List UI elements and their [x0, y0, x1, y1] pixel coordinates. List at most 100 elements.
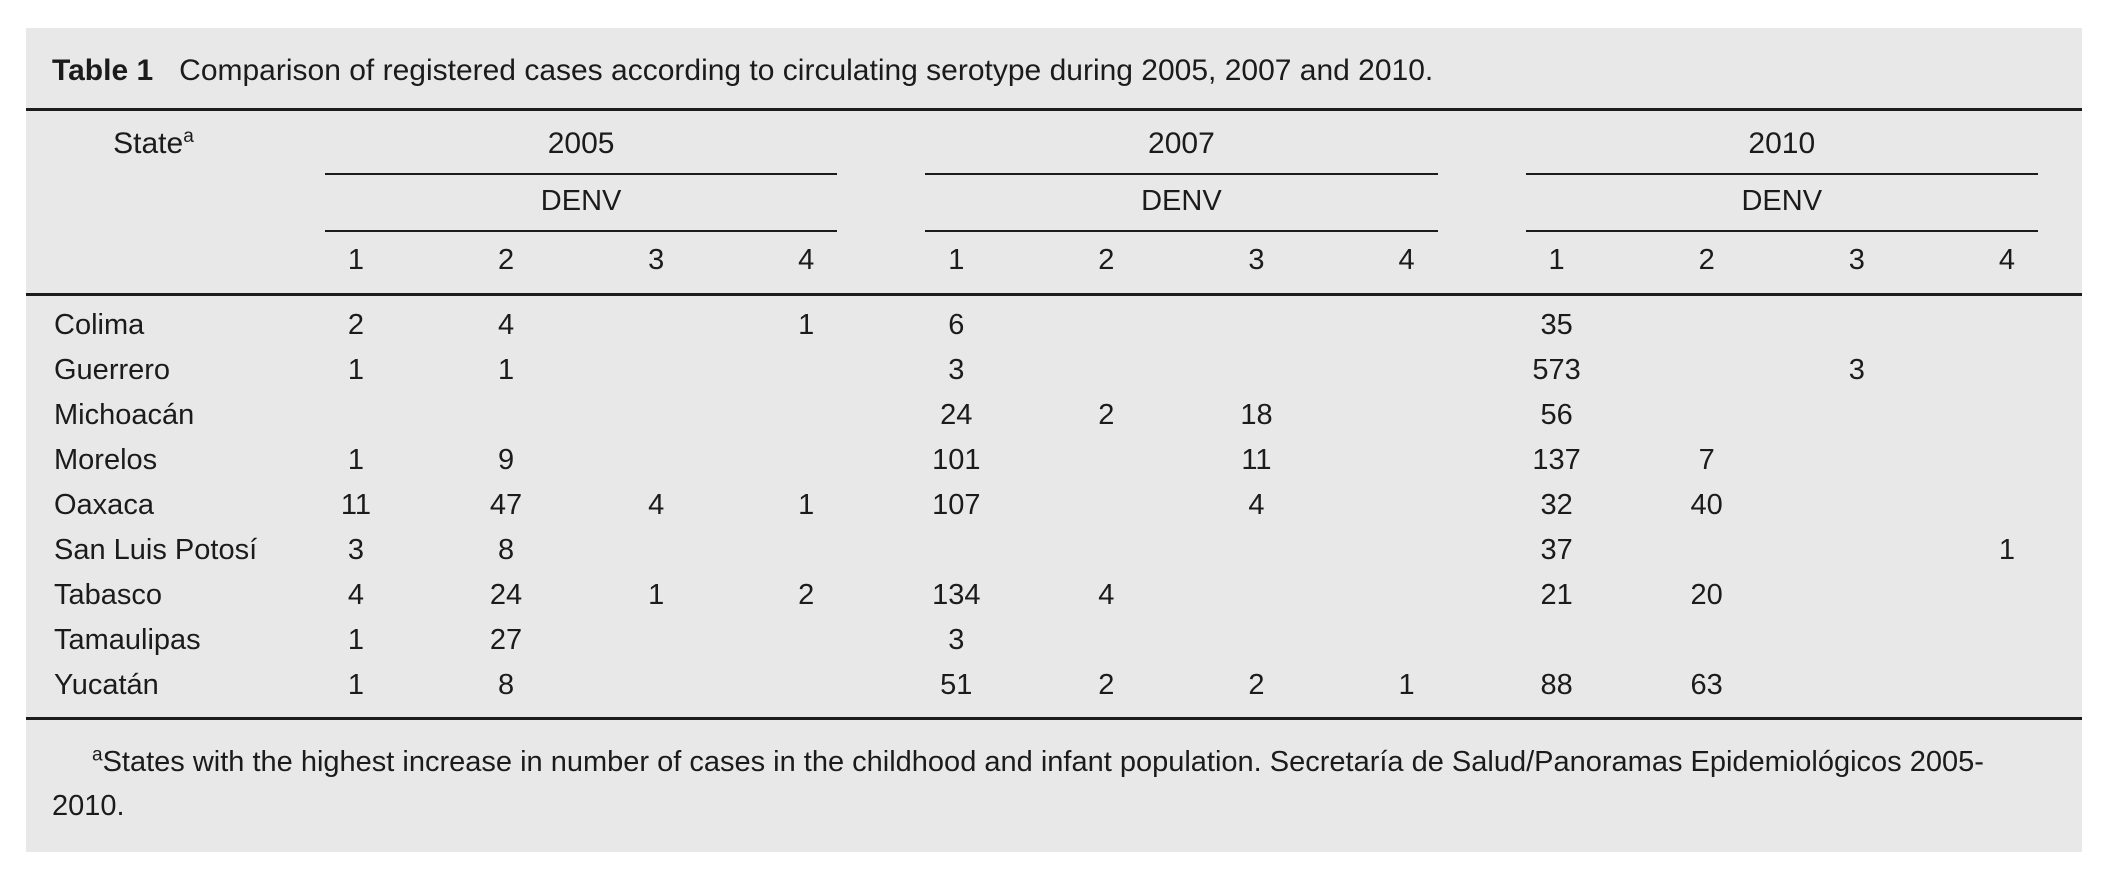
denv-group-2010: DENV: [1482, 175, 2082, 232]
table-row: Tamaulipas 1 27 3: [26, 618, 2082, 663]
case-count-cell: 2: [1248, 669, 1265, 701]
serotype-header-2005-3: 3: [648, 244, 665, 276]
case-count-cell: 4: [1248, 489, 1265, 521]
case-count-cell: 21: [1540, 579, 1573, 611]
case-count-cell: 9: [497, 444, 515, 476]
case-count-cell: [1331, 528, 1481, 573]
case-count-cell: 11: [1241, 444, 1272, 476]
case-count-cell: [731, 528, 881, 573]
year-group-2005: 2005: [281, 111, 881, 175]
table-row: Colima 2 4 1 6 35: [26, 295, 2082, 349]
case-count-cell: [1932, 295, 2082, 349]
case-count-cell: [1782, 295, 1932, 349]
case-count-cell: [1932, 573, 2082, 618]
case-count-cell: 6: [948, 309, 965, 341]
year-group-2010: 2010: [1482, 111, 2082, 175]
case-count-cell: [1331, 483, 1481, 528]
state-name-cell: Colima: [54, 309, 145, 341]
table-footnote: aStates with the highest increase in num…: [26, 720, 2082, 852]
case-count-cell: 2: [347, 309, 365, 341]
case-count-cell: [1031, 295, 1181, 349]
case-count-cell: [1632, 528, 1782, 573]
table-panel: Table 1 Comparison of registered cases ac…: [26, 28, 2082, 852]
state-name-cell: Tabasco: [54, 579, 163, 611]
case-count-cell: 51: [940, 669, 973, 701]
year-header-row: Statea 2005 2007 2010: [26, 111, 2082, 175]
denv-header-2007: DENV: [925, 175, 1438, 232]
case-count-cell: [1031, 528, 1181, 573]
case-count-cell: 20: [1690, 579, 1723, 611]
case-count-cell: [581, 295, 731, 349]
case-count-cell: [1031, 348, 1181, 393]
denv-group-2005: DENV: [281, 175, 881, 232]
serotype-header-2010-3: 3: [1848, 244, 1865, 276]
case-count-cell: 1: [648, 579, 665, 611]
denv-header-row: DENV DENV DENV: [26, 175, 2082, 232]
case-count-cell: [581, 393, 731, 438]
case-count-cell: [1031, 483, 1181, 528]
case-count-cell: [1782, 528, 1932, 573]
case-count-cell: [1782, 618, 1932, 663]
case-count-cell: 40: [1690, 489, 1723, 521]
serotype-header-2007-1: 1: [948, 244, 965, 276]
case-count-cell: 1: [798, 309, 815, 341]
case-count-cell: 4: [497, 309, 515, 341]
case-count-cell: [1331, 348, 1481, 393]
case-count-cell: 24: [489, 579, 523, 611]
case-count-cell: 32: [1540, 489, 1573, 521]
case-count-cell: [1932, 438, 2082, 483]
serotype-header-2010-2: 2: [1698, 244, 1715, 276]
serotype-header-2005-4: 4: [798, 244, 815, 276]
case-count-cell: 1: [347, 354, 365, 386]
table-header: Statea 2005 2007 2010 DENV DENV DENV 1 2…: [26, 111, 2082, 295]
table-row: Yucatán 1 8 51 2 2 1 88 63: [26, 663, 2082, 719]
case-count-cell: 37: [1540, 534, 1573, 566]
case-count-cell: [581, 348, 731, 393]
state-header-label: State: [113, 127, 184, 160]
state-name-cell: Morelos: [54, 444, 158, 476]
case-count-cell: [581, 618, 731, 663]
table-row: Oaxaca 11 47 4 1 107 4 32 40: [26, 483, 2082, 528]
case-count-cell: 35: [1540, 309, 1573, 341]
case-count-cell: 3: [948, 624, 965, 656]
case-count-cell: [731, 348, 881, 393]
serotype-header-2005-2: 2: [497, 244, 515, 276]
case-count-cell: 3: [1848, 354, 1865, 386]
year-header-2007: 2007: [925, 111, 1438, 175]
year-header-2005: 2005: [324, 111, 838, 175]
case-count-cell: [1632, 618, 1782, 663]
case-count-cell: 63: [1690, 669, 1723, 701]
case-count-cell: 4: [1098, 579, 1115, 611]
state-name-cell: San Luis Potosí: [54, 534, 258, 566]
serotype-comparison-table: Statea 2005 2007 2010 DENV DENV DENV 1 2…: [26, 111, 2082, 720]
case-count-cell: 24: [940, 399, 973, 431]
case-count-cell: 4: [347, 579, 365, 611]
serotype-header-2005-1: 1: [347, 244, 365, 276]
case-count-cell: 2: [1098, 399, 1115, 431]
case-count-cell: 2: [1098, 669, 1115, 701]
table-number-label: Table 1: [52, 54, 154, 87]
case-count-cell: 1: [1998, 534, 2015, 566]
case-count-cell: [1782, 393, 1932, 438]
case-count-cell: [1632, 295, 1782, 349]
case-count-cell: [731, 618, 881, 663]
denv-group-2007: DENV: [881, 175, 1481, 232]
state-footnote-marker: a: [183, 126, 194, 147]
case-count-cell: 18: [1240, 399, 1273, 431]
denv-header-2010: DENV: [1525, 175, 2038, 232]
year-header-2010: 2010: [1525, 111, 2038, 175]
case-count-cell: 7: [1698, 444, 1715, 476]
case-count-cell: 8: [497, 669, 515, 701]
case-count-cell: [1782, 663, 1932, 719]
case-count-cell: 134: [932, 579, 981, 611]
case-count-cell: 1: [798, 489, 815, 521]
state-name-cell: Oaxaca: [54, 489, 154, 521]
table-row: Morelos 1 9 101 11 137 7: [26, 438, 2082, 483]
case-count-cell: [1932, 618, 2082, 663]
case-count-cell: 101: [932, 444, 981, 476]
case-count-cell: 3: [347, 534, 365, 566]
case-count-cell: [1181, 348, 1331, 393]
year-group-2007: 2007: [881, 111, 1481, 175]
case-count-cell: [1331, 393, 1481, 438]
